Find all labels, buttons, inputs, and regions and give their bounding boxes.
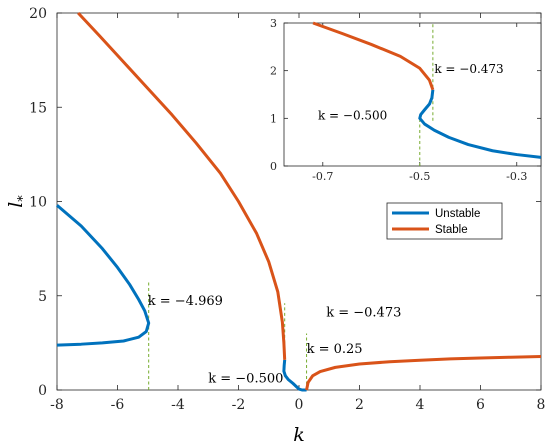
unstable-branch-line [282, 359, 307, 392]
inset-plot-area: k = −0.473 k = −0.500 [312, 21, 542, 166]
y-axis-label: l* [5, 195, 31, 208]
inset-y-tick-label: 3 [270, 17, 277, 30]
stable-branch-line [77, 11, 287, 360]
legend: Unstable Stable [386, 202, 503, 240]
inset-axes: -0.7 -0.5 -0.3 0 1 2 3 [270, 17, 542, 183]
inset-y-tick-label: 2 [270, 65, 277, 78]
inset-x-tick-label: -0.7 [312, 170, 333, 183]
y-tick-label: 0 [38, 383, 47, 399]
annotation-label: k = −0.473 [326, 305, 401, 320]
y-tick-label: 5 [38, 289, 47, 305]
y-axis-label-base: l [5, 202, 27, 208]
annotation-label: k = −0.500 [208, 371, 283, 386]
annotation-label: k = 0.25 [307, 342, 363, 357]
inset-unstable-line [418, 89, 542, 159]
unstable-branch-line [56, 204, 151, 347]
x-tick-label: 6 [476, 397, 485, 413]
x-tick-label: -6 [111, 397, 125, 413]
inset-axes-box [283, 22, 542, 167]
inset-x-tick-label: -0.3 [506, 170, 527, 183]
legend-label-unstable: Unstable [435, 208, 480, 220]
x-tick-label: -2 [232, 397, 246, 413]
y-tick-label: 20 [29, 6, 47, 22]
inset-y-tick-label: 0 [270, 160, 277, 173]
y-tick-label: 10 [29, 195, 47, 211]
annotation-label: k = −4.969 [148, 294, 223, 309]
main-plot-area: k = −4.969 k = −0.473 k = 0.25 k = −0.500 [56, 11, 542, 392]
y-axis-label-subscript: * [16, 195, 31, 202]
x-tick-label: -4 [171, 397, 185, 413]
inset-annotation-label: k = −0.500 [318, 108, 387, 122]
x-tick-label: 8 [537, 397, 546, 413]
stable-branch-line [305, 354, 542, 391]
x-tick-label: -8 [50, 397, 64, 413]
x-tick-label: 4 [416, 397, 425, 413]
x-tick-label: 0 [295, 397, 304, 413]
x-tick-label: 2 [355, 397, 364, 413]
inset-annotation-label: k = −0.473 [434, 62, 503, 76]
legend-label-stable: Stable [435, 224, 468, 236]
x-axis-label: k [293, 424, 305, 446]
inset-x-tick-label: -0.5 [409, 170, 430, 183]
inset-y-tick-label: 1 [270, 112, 277, 125]
y-tick-label: 15 [29, 100, 47, 116]
legend-box [386, 202, 503, 240]
inset-stable-line [312, 21, 435, 91]
